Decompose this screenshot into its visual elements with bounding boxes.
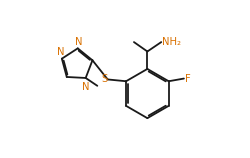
- Text: N: N: [57, 47, 64, 57]
- Text: NH₂: NH₂: [162, 37, 181, 47]
- Text: F: F: [185, 74, 190, 84]
- Text: N: N: [82, 82, 90, 91]
- Text: S: S: [101, 74, 107, 84]
- Text: N: N: [75, 37, 82, 47]
